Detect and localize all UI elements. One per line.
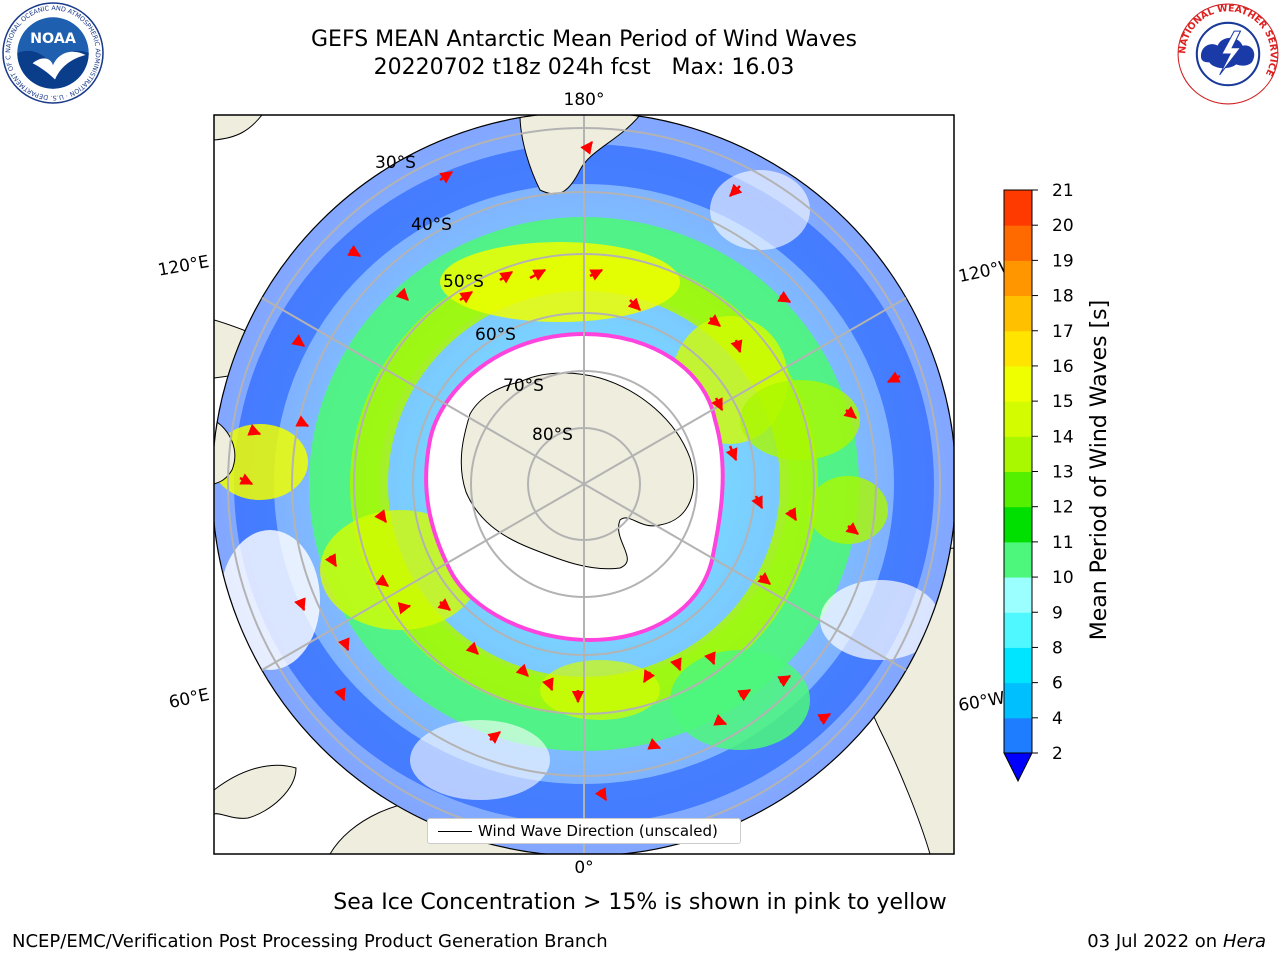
map-legend: Wind Wave Direction (unscaled) xyxy=(427,818,741,844)
wind-wave-arrows xyxy=(239,141,901,802)
noaa-logo-text: NOAA xyxy=(30,31,76,47)
nws-logo-icon: NATIONAL WEATHER SERVICE xyxy=(1177,3,1279,105)
footer-machine: Hera xyxy=(1222,931,1266,952)
colorbar-tick-label: 16 xyxy=(1052,357,1074,377)
colorbar-segment xyxy=(1004,365,1032,402)
lon-label-60e: 60°E xyxy=(167,685,211,713)
lat-label-30s: 30°S xyxy=(375,153,416,173)
footer-credit: NCEP/EMC/Verification Post Processing Pr… xyxy=(12,931,608,952)
map-subtitle: 20220702 t18z 024h fcst Max: 16.03 xyxy=(373,55,795,80)
colorbar-segment xyxy=(1004,225,1032,261)
colorbar-under-arrow xyxy=(1003,752,1033,783)
colorbar-tick-label: 19 xyxy=(1052,251,1074,271)
colorbar-segment xyxy=(1004,541,1032,578)
colorbar-tick-label: 4 xyxy=(1052,709,1063,729)
colorbar-segment xyxy=(1004,436,1032,472)
colorbar-segment xyxy=(1004,260,1032,297)
colorbar: 2 4 6 8 9 10 11 12 13 14 15 16 17 18 19 20 21 xyxy=(1003,181,1074,783)
colorbar-tick-label: 17 xyxy=(1052,322,1074,342)
colorbar-tick-label: 12 xyxy=(1052,498,1074,518)
colorbar-segment xyxy=(1004,190,1032,226)
colorbar-tick-label: 11 xyxy=(1052,533,1074,553)
colorbar-tick-label: 14 xyxy=(1052,427,1074,447)
colorbar-segment xyxy=(1004,295,1032,332)
colorbar-segment xyxy=(1004,577,1032,613)
legend-line-swatch xyxy=(438,831,472,832)
colorbar-segment xyxy=(1004,330,1032,367)
noaa-logo-icon: NATIONAL OCEANIC AND ATMOSPHERIC ADMINIS… xyxy=(2,2,104,104)
colorbar-tick-label: 9 xyxy=(1052,603,1063,623)
colorbar-tick-label: 21 xyxy=(1052,181,1074,201)
footer-date-text: 03 Jul 2022 on xyxy=(1087,931,1223,952)
footer-date: 03 Jul 2022 on Hera xyxy=(1087,931,1266,952)
colorbar-tick-label: 13 xyxy=(1052,463,1074,483)
lon-label-60w: 60°W xyxy=(957,688,1007,716)
colorbar-segment xyxy=(1004,506,1032,543)
colorbar-tick-label: 6 xyxy=(1052,674,1063,694)
colorbar-tick-label: 2 xyxy=(1052,744,1063,764)
colorbar-tick-label: 8 xyxy=(1052,638,1063,658)
colorbar-segment xyxy=(1004,647,1032,684)
colorbar-segment xyxy=(1004,471,1032,508)
colorbar-tick-label: 18 xyxy=(1052,287,1074,307)
lat-label-80s: 80°S xyxy=(532,425,573,445)
lat-label-70s: 70°S xyxy=(503,376,544,396)
colorbar-tick-label: 20 xyxy=(1052,216,1074,236)
colorbar-segment xyxy=(1004,717,1032,754)
sea-ice-note: Sea Ice Concentration > 15% is shown in … xyxy=(333,890,947,915)
colorbar-tick-label: 10 xyxy=(1052,568,1074,588)
map-title: GEFS MEAN Antarctic Mean Period of Wind … xyxy=(311,27,857,52)
lat-label-40s: 40°S xyxy=(411,215,452,235)
colorbar-segment xyxy=(1004,401,1032,437)
lat-label-50s: 50°S xyxy=(443,272,484,292)
lat-label-60s: 60°S xyxy=(475,325,516,345)
colorbar-segment xyxy=(1004,682,1032,719)
lon-label-180: 180° xyxy=(564,90,605,110)
legend-label: Wind Wave Direction (unscaled) xyxy=(478,822,718,840)
lon-label-0: 0° xyxy=(574,858,593,878)
colorbar-label: Mean Period of Wind Waves [s] xyxy=(1087,300,1112,640)
colorbar-tick-label: 15 xyxy=(1052,392,1074,412)
lon-label-120e: 120°E xyxy=(156,252,210,281)
colorbar-segment xyxy=(1004,612,1032,648)
